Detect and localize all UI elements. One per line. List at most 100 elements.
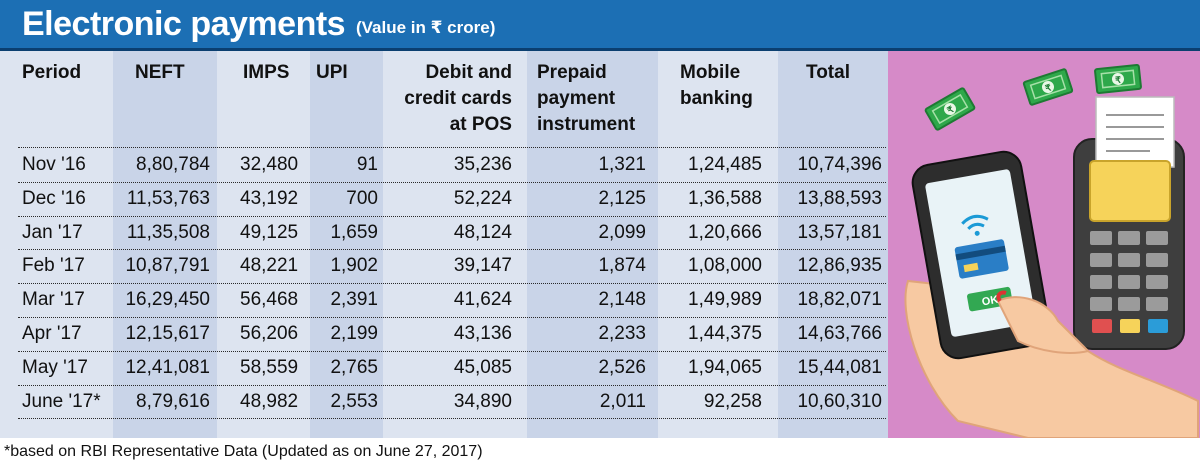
table-cell: 2,765 [330,356,378,378]
card-icon [954,239,1009,279]
header-bar: Electronic payments (Value in ₹ crore) [0,0,1200,48]
table-cell: 12,86,935 [797,255,882,277]
column-header: NEFT [135,62,185,83]
row-period-label: Apr '17 [22,323,82,344]
column-header: IMPS [243,62,290,83]
header-divider [0,48,1200,51]
table-cell: 2,125 [598,187,646,209]
table-cell: 8,79,616 [136,390,210,412]
table-cell: 58,559 [240,356,299,378]
column-shade-upi [310,51,383,438]
row-divider [18,147,886,148]
rupee-note-icon: ₹ [1022,68,1074,106]
table-cell: 8,80,784 [136,154,210,175]
column-shade-total [778,51,888,438]
table-cell: 56,206 [240,323,299,344]
row-divider [18,350,886,352]
footnote: *based on RBI Representative Data (Updat… [4,443,483,460]
row-divider [18,317,886,318]
table-cell: 18,82,071 [797,289,882,311]
table-cell: 34,890 [453,390,512,412]
table-cell: 43,192 [240,187,299,209]
table-cell: 2,233 [598,323,646,344]
svg-text:₹: ₹ [1044,82,1053,93]
table-cell: 2,148 [598,289,646,311]
table-cell: 1,874 [598,255,646,277]
row-divider [18,215,886,217]
table-cell: 92,258 [703,390,762,412]
row-period-label: Nov '16 [22,154,86,175]
column-header: Debit and credit cards at POS [404,62,512,135]
table-cell: 43,136 [453,323,512,344]
wifi-icon [961,214,989,236]
svg-text:₹: ₹ [1115,75,1122,86]
table-cell: 2,011 [599,390,646,412]
ok-label: OK [981,294,999,309]
page-title: Electronic payments [22,5,346,43]
table-cell: 12,15,617 [125,323,210,344]
hand-icon [996,290,1090,354]
table-cell: 13,88,593 [797,187,882,209]
payment-terminal-icon [1073,96,1185,350]
table-cell: 1,902 [330,255,378,277]
table-cell: 11,35,508 [126,221,210,243]
table-cell: 49,125 [240,221,299,243]
row-divider [18,283,886,285]
table-cell: 1,44,375 [688,323,762,344]
table-cell: 2,391 [330,289,378,311]
rupee-note-icon: ₹ [924,87,976,131]
row-divider [18,418,886,420]
column-header: Prepaid payment instrument [537,62,636,135]
table-cell: 14,63,766 [797,323,882,344]
table-cell: 1,659 [330,221,378,243]
table-cell: 1,20,666 [688,221,762,243]
row-period-label: May '17 [22,356,88,378]
row-period-label: Feb '17 [22,255,85,277]
table-cell: 1,36,588 [688,187,762,209]
table-cell: 48,221 [240,255,299,277]
row-divider [18,384,886,386]
table-cell: 2,099 [598,221,646,243]
illustration-panel: ₹ ₹ ₹ [888,51,1200,439]
table-cell: 32,480 [240,154,299,175]
rupee-note-icon: ₹ [1094,63,1142,95]
table-cell: 48,124 [453,221,512,243]
table-cell: 48,982 [240,390,299,412]
table-cell: 10,60,310 [797,390,882,412]
table-cell: 2,553 [330,390,378,412]
page-subtitle: (Value in ₹ crore) [356,18,496,37]
table-cell: 10,74,396 [797,154,882,175]
table-cell: 1,24,485 [688,154,762,175]
table-cell: 2,526 [598,356,646,378]
table-cell: 91 [356,154,378,175]
column-header: UPI [316,62,348,83]
table-cell: 700 [346,187,378,209]
table-cell: 39,147 [453,255,512,277]
table-cell: 41,624 [453,289,512,311]
table-cell: 2,199 [330,323,378,344]
row-period-label: Jan '17 [22,221,83,243]
table-cell: 1,321 [598,154,646,175]
table-cell: 56,468 [240,289,299,311]
table-cell: 12,41,081 [125,356,210,378]
table-cell: 1,08,000 [688,255,762,277]
table-cell: 35,236 [453,154,512,175]
row-divider [18,249,886,251]
row-period-label: June '17* [22,390,101,412]
svg-text:₹: ₹ [946,104,956,116]
table-cell: 45,085 [453,356,512,378]
column-shade-neft [113,51,217,438]
column-header: Total [806,62,850,83]
row-period-label: Mar '17 [22,289,85,311]
table-cell: 15,44,081 [797,356,882,378]
row-period-label: Dec '16 [22,187,86,209]
table-cell: 1,49,989 [688,289,762,311]
table-cell: 1,94,065 [688,356,762,378]
column-header: Mobile banking [680,62,753,109]
row-divider [18,181,886,183]
table-cell: 11,53,763 [126,187,210,209]
column-shade-prepaid [527,51,658,438]
payment-illustration: ₹ ₹ ₹ [904,63,1199,439]
column-header: Period [22,62,82,83]
table-cell: 13,57,181 [797,221,882,243]
